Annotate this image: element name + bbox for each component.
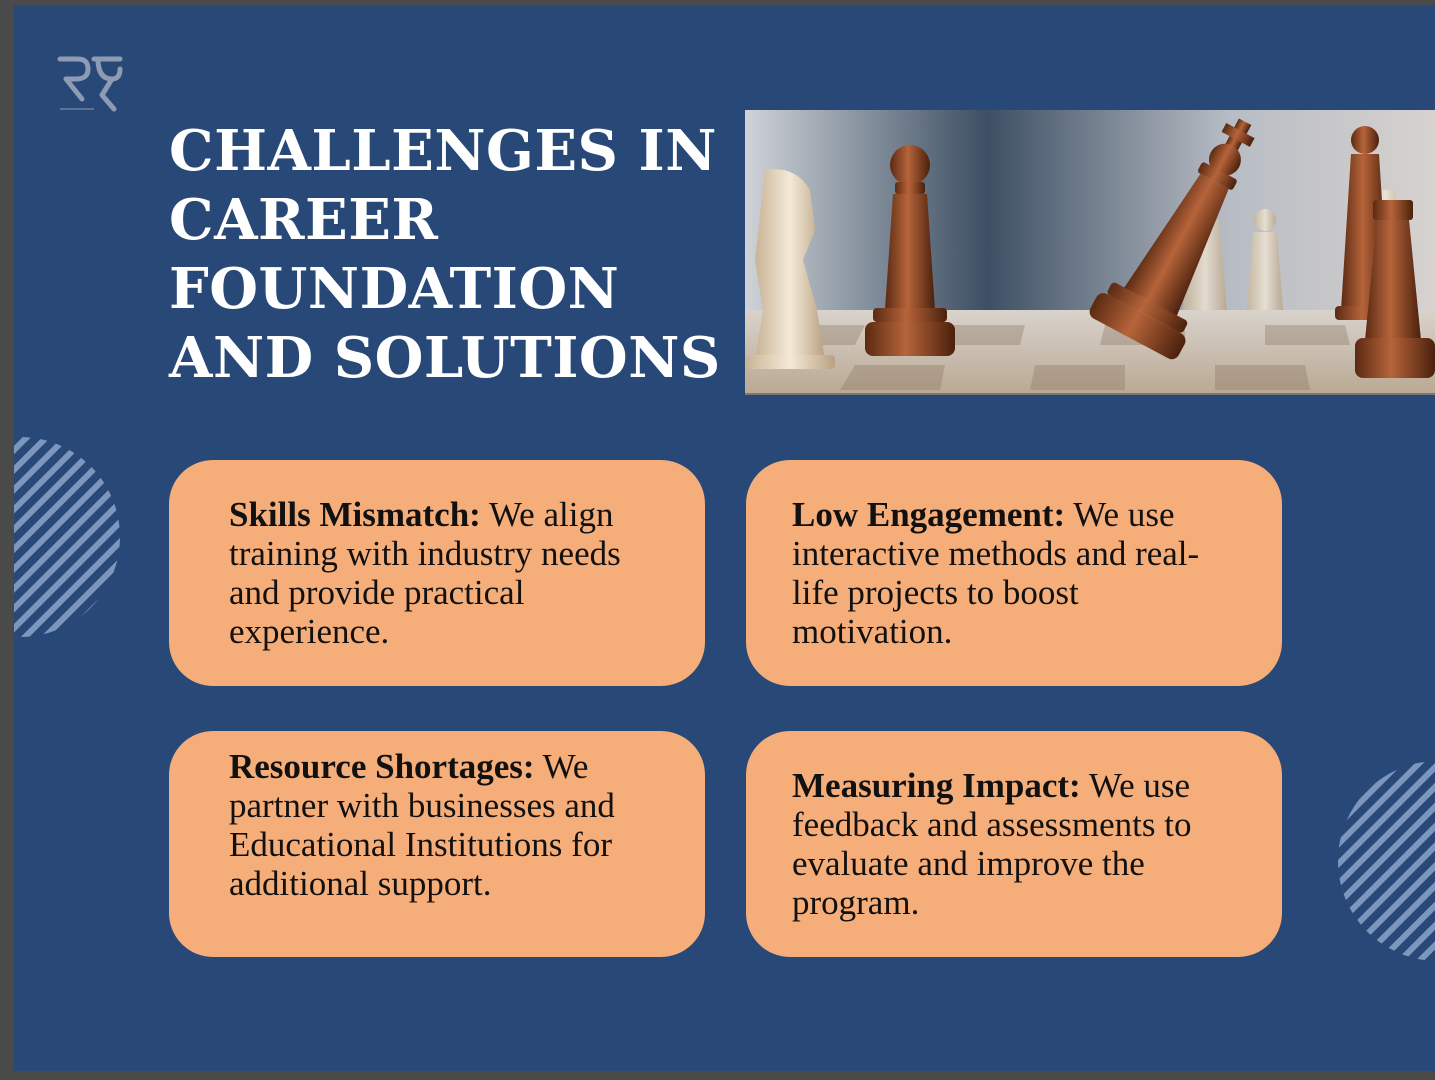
title-line: CHALLENGES IN	[169, 118, 717, 184]
challenge-card-measuring-impact: Measuring Impact: We use feedback and as…	[746, 731, 1282, 957]
challenge-card-low-engagement: Low Engagement: We use interactive metho…	[746, 460, 1282, 686]
card-text: Resource Shortages: We partner with busi…	[229, 747, 669, 903]
card-heading: Low Engagement:	[792, 495, 1066, 534]
card-body: We use feedback and assessments to evalu…	[792, 766, 1192, 922]
card-body: We align training with industry needs an…	[229, 495, 621, 651]
slide-title: CHALLENGES IN CAREER FOUNDATION AND SOLU…	[169, 117, 721, 393]
card-body: We partner with businesses and Education…	[229, 747, 615, 903]
title-line: CAREER	[169, 187, 439, 253]
card-text: Measuring Impact: We use feedback and as…	[792, 766, 1242, 922]
decorative-striped-circle	[1338, 761, 1435, 961]
slide: CHALLENGES IN CAREER FOUNDATION AND SOLU…	[14, 5, 1435, 1071]
title-line: FOUNDATION	[169, 256, 620, 322]
card-heading: Resource Shortages:	[229, 747, 535, 786]
brand-logo	[57, 56, 123, 112]
card-text: Low Engagement: We use interactive metho…	[792, 495, 1242, 651]
card-heading: Skills Mismatch:	[229, 495, 481, 534]
card-text: Skills Mismatch: We align training with …	[229, 495, 669, 651]
card-body: We use interactive methods and real-life…	[792, 495, 1200, 651]
chess-pieces-image	[745, 110, 1435, 395]
challenge-card-skills-mismatch: Skills Mismatch: We align training with …	[169, 460, 705, 686]
challenge-card-resource-shortages: Resource Shortages: We partner with busi…	[169, 731, 705, 957]
title-line: AND SOLUTIONS	[169, 325, 721, 391]
card-heading: Measuring Impact:	[792, 766, 1081, 805]
decorative-striped-circle	[14, 437, 120, 637]
